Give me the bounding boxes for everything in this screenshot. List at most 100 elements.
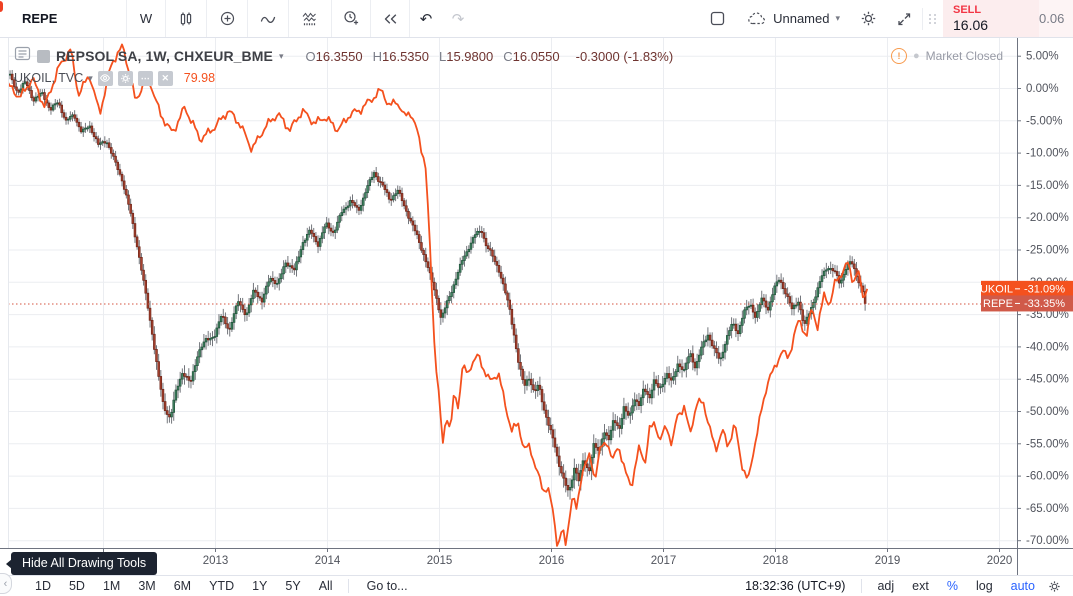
svg-text:-31.09%: -31.09%	[1024, 283, 1065, 295]
svg-text:2018: 2018	[763, 555, 789, 567]
toggle-log[interactable]: log	[975, 579, 993, 593]
series-settings-gear-icon[interactable]	[117, 70, 133, 86]
toolbar-divider	[247, 0, 248, 37]
layout-name-menu[interactable]: Unnamed ▾	[737, 0, 850, 37]
toolbar-divider	[922, 7, 923, 30]
chevron-down-icon[interactable]: ▾	[278, 50, 284, 61]
date-range-buttons: 1D 5D 1M 3M 6M YTD 1Y 5Y All	[26, 579, 342, 593]
range-button-6M[interactable]: 6M	[173, 579, 192, 593]
redo-button[interactable]: ↷	[442, 0, 474, 37]
toolbar-divider	[331, 0, 332, 37]
undo-icon: ↶	[419, 10, 433, 28]
range-button-3M[interactable]: 3M	[138, 579, 156, 593]
indicators-button[interactable]	[248, 0, 288, 37]
svg-text:-20.00%: -20.00%	[1026, 212, 1069, 224]
more-options-icon[interactable]: ⋯	[137, 70, 153, 86]
gear-icon	[860, 10, 877, 27]
drag-dots-icon	[929, 13, 937, 24]
interval-button[interactable]: W	[139, 11, 153, 26]
svg-text:2016: 2016	[539, 555, 565, 567]
chevron-down-icon[interactable]: ▾	[88, 72, 93, 83]
ohlc-item: O16.3550	[305, 48, 363, 64]
undo-button[interactable]: ↶	[410, 0, 442, 37]
ohlc-values: O16.3550 H16.5350 L15.9800 C16.0550	[305, 49, 559, 64]
repe-candles	[8, 69, 867, 500]
toolbar-divider	[126, 0, 127, 37]
sell-price: 16.06	[953, 16, 989, 33]
range-button-YTD[interactable]: YTD	[209, 579, 235, 593]
fullscreen-arrows-icon	[896, 11, 912, 27]
chart-region: 5.00% 0.00% -5.00% -10.00% -15.00% -20.00% -25…	[0, 37, 1073, 575]
symbol-search-button[interactable]: REPE	[22, 11, 58, 26]
toolbar-divider	[409, 0, 410, 37]
toggle-auto[interactable]: auto	[1010, 579, 1035, 593]
fullscreen-button[interactable]	[886, 0, 922, 37]
widget-drag-handle[interactable]	[923, 0, 943, 37]
toolbar-divider	[206, 0, 207, 37]
cloud-icon	[747, 11, 767, 26]
svg-text:2020: 2020	[987, 555, 1013, 567]
range-button-5D[interactable]: 5D	[68, 579, 85, 593]
price-chart[interactable]: 5.00% 0.00% -5.00% -10.00% -15.00% -20.00% -25…	[0, 37, 1073, 575]
hide-drawing-tools-tooltip: Hide All Drawing Tools	[5, 552, 158, 575]
range-button-1D[interactable]: 1D	[35, 579, 51, 593]
alarm-clock-plus-icon	[343, 10, 360, 27]
bar-replay-button[interactable]	[371, 0, 409, 37]
close-icon[interactable]: ✕	[157, 70, 173, 86]
sell-button[interactable]: SELL 16.06 0.06	[943, 0, 1073, 37]
wave-icon	[260, 12, 276, 26]
svg-text:-10.00%: -10.00%	[1026, 148, 1069, 160]
svg-text:0.00%: 0.00%	[1026, 83, 1059, 95]
svg-text:-70.00%: -70.00%	[1026, 535, 1069, 547]
compare-series-value: 79.98	[183, 71, 216, 85]
compare-series-legend[interactable]: UKOIL, TVC ▾ ⋯ ✕ 79.98	[14, 68, 673, 88]
toolbar-divider	[165, 0, 166, 37]
svg-text:2014: 2014	[315, 555, 341, 567]
range-button-All[interactable]: All	[318, 579, 333, 593]
svg-text:-33.35%: -33.35%	[1024, 298, 1065, 310]
go-to-date-button[interactable]: Go to...	[366, 579, 408, 593]
chart-settings-button[interactable]	[850, 0, 886, 37]
chart-style-button[interactable]	[166, 0, 206, 37]
warning-icon[interactable]: !	[890, 48, 907, 64]
collapsed-drawing-toolbar[interactable]	[0, 37, 9, 548]
range-button-5Y[interactable]: 5Y	[285, 579, 301, 593]
object-tree-icon[interactable]	[14, 46, 31, 66]
chevron-down-icon: ▾	[835, 13, 840, 23]
top-toolbar: REPE W ↶ ↷ Unnamed ▾	[0, 0, 1073, 38]
alert-button[interactable]	[332, 0, 370, 37]
svg-text:5.00%: 5.00%	[1026, 51, 1059, 63]
layout-name-label: Unnamed	[773, 11, 830, 26]
compare-series-title[interactable]: UKOIL, TVC	[14, 71, 84, 85]
market-status-text: Market Closed	[925, 49, 1003, 63]
price-label-REPE: REPE -33.35%	[981, 295, 1073, 312]
svg-text:-15.00%: -15.00%	[1026, 180, 1069, 192]
clock[interactable]: 18:32:36 (UTC+9)	[745, 579, 846, 593]
redo-icon: ↷	[451, 10, 465, 28]
toggle-%[interactable]: %	[946, 579, 958, 593]
save-layout-button[interactable]	[697, 0, 737, 37]
indicator-templates-button[interactable]	[289, 0, 331, 37]
compare-button[interactable]	[207, 0, 247, 37]
price-label-UKOIL: UKOIL -31.09%	[980, 280, 1073, 297]
main-series-title[interactable]: REPSOL SA, 1W, CHXEUR_BME	[56, 48, 273, 64]
main-series-legend[interactable]: REPSOL SA, 1W, CHXEUR_BME ▾ O16.3550 H16.…	[14, 46, 673, 66]
range-button-1M[interactable]: 1M	[102, 579, 121, 593]
svg-text:REPE: REPE	[983, 298, 1013, 310]
svg-text:-25.00%: -25.00%	[1026, 245, 1069, 257]
svg-text:-60.00%: -60.00%	[1026, 471, 1069, 483]
svg-text:-65.00%: -65.00%	[1026, 503, 1069, 515]
sell-label: SELL	[953, 4, 982, 17]
ukoil-line	[8, 43, 869, 547]
toggle-adj[interactable]: adj	[877, 579, 895, 593]
range-button-1Y[interactable]: 1Y	[252, 579, 268, 593]
toggle-ext[interactable]: ext	[912, 579, 929, 593]
waves-bars-icon	[302, 11, 318, 27]
visibility-eye-icon[interactable]	[97, 70, 113, 86]
toolbar-divider	[370, 0, 371, 37]
svg-text:2019: 2019	[875, 555, 901, 567]
toolbar-divider	[288, 0, 289, 37]
toolbar-divider	[347, 579, 349, 593]
scale-settings-gear-icon[interactable]	[1048, 580, 1061, 593]
change-value: -0.3000 (-1.83%)	[575, 48, 674, 64]
